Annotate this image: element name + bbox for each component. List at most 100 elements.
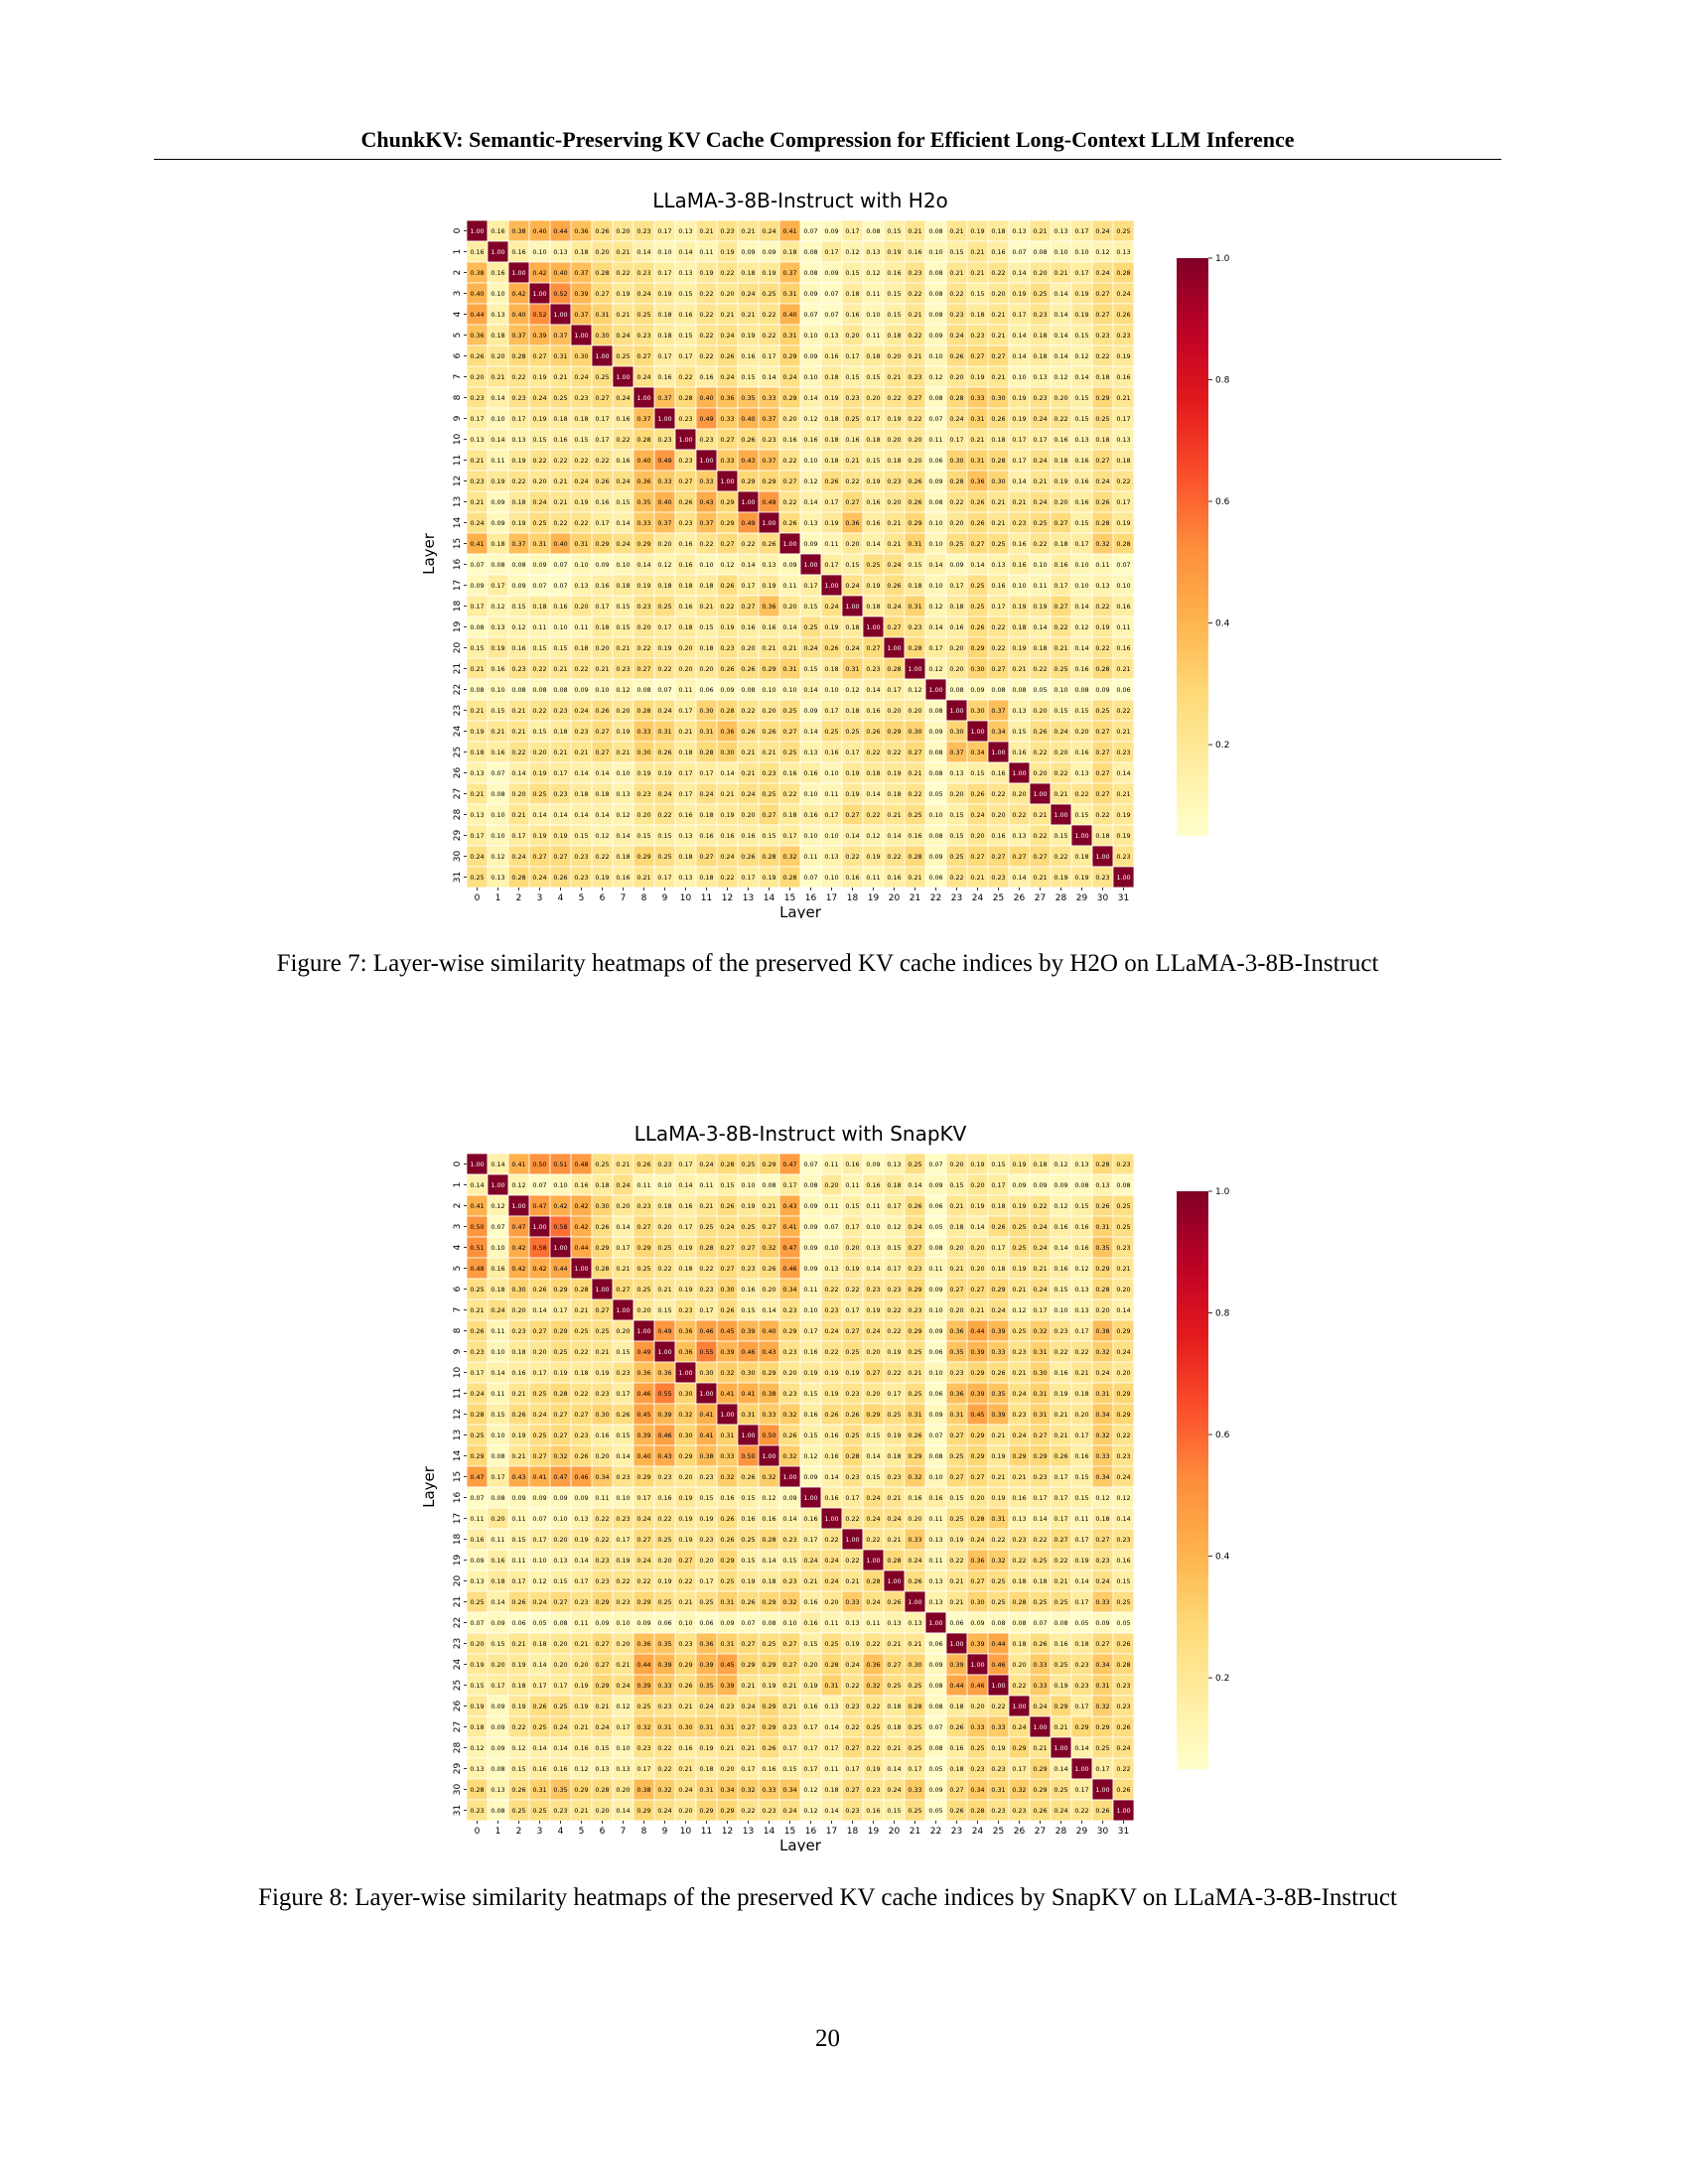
cell-value-label: 0.26 bbox=[762, 728, 775, 736]
cell-value-label: 0.33 bbox=[636, 728, 650, 736]
cell-value-label: 0.19 bbox=[866, 582, 880, 590]
cell-value-label: 0.29 bbox=[762, 1703, 775, 1710]
cell-value-label: 0.08 bbox=[928, 749, 942, 756]
cell-value-label: 0.24 bbox=[1033, 1244, 1047, 1252]
cell-value-label: 0.23 bbox=[511, 394, 525, 402]
cell-value-label: 0.20 bbox=[532, 749, 546, 756]
cell-value-label: 0.25 bbox=[949, 1515, 963, 1523]
cell-value-label: 0.22 bbox=[511, 1723, 525, 1731]
cell-value-label: 0.23 bbox=[616, 665, 630, 673]
cell-value-label: 0.23 bbox=[1054, 1327, 1067, 1335]
cell-value-label: 0.25 bbox=[741, 1536, 755, 1544]
cell-value-label: 0.17 bbox=[470, 1369, 484, 1377]
cell-value-label: 0.10 bbox=[928, 582, 942, 590]
cell-value-label: 0.27 bbox=[720, 436, 734, 444]
cell-value-label: 0.23 bbox=[699, 1473, 713, 1481]
cell-value-label: 0.21 bbox=[720, 1744, 734, 1752]
cell-value-label: 0.16 bbox=[678, 1744, 692, 1752]
y-tick-label: 20 bbox=[453, 1575, 463, 1587]
cell-value-label: 0.21 bbox=[1054, 1577, 1067, 1585]
cell-value-label: 0.45 bbox=[970, 1411, 984, 1419]
cell-value-label: 0.24 bbox=[866, 1515, 880, 1523]
cell-value-label: 1.00 bbox=[1074, 832, 1088, 840]
cell-value-label: 0.18 bbox=[845, 290, 859, 298]
cell-value-label: 0.44 bbox=[470, 311, 484, 319]
cell-value-label: 0.36 bbox=[636, 1369, 650, 1377]
cell-value-label: 0.24 bbox=[908, 1557, 921, 1565]
cell-value-label: 0.10 bbox=[762, 686, 775, 694]
cell-value-label: 0.23 bbox=[699, 436, 713, 444]
cell-value-label: 0.13 bbox=[928, 1598, 942, 1606]
cell-value-label: 0.07 bbox=[741, 1619, 755, 1627]
cell-value-label: 0.27 bbox=[949, 1786, 963, 1794]
cell-value-label: 0.27 bbox=[845, 1327, 859, 1335]
cell-value-label: 0.09 bbox=[1012, 1181, 1026, 1189]
cell-value-label: 0.37 bbox=[991, 707, 1005, 715]
cell-value-label: 0.09 bbox=[491, 498, 504, 506]
cell-value-label: 0.16 bbox=[657, 1494, 671, 1502]
cell-value-label: 0.24 bbox=[720, 332, 734, 340]
cell-value-label: 0.23 bbox=[887, 1473, 901, 1481]
cell-value-label: 0.16 bbox=[803, 1619, 817, 1627]
cell-value-label: 0.08 bbox=[491, 1765, 504, 1773]
cell-value-label: 0.10 bbox=[595, 686, 609, 694]
cell-value-label: 0.25 bbox=[1116, 1598, 1130, 1606]
cell-value-label: 0.17 bbox=[657, 269, 671, 277]
cell-value-label: 0.31 bbox=[991, 1786, 1005, 1794]
cell-value-label: 0.15 bbox=[741, 1494, 755, 1502]
cell-value-label: 0.28 bbox=[845, 1452, 859, 1460]
cell-value-label: 0.27 bbox=[595, 1661, 609, 1669]
cell-value-label: 0.22 bbox=[574, 457, 588, 465]
cell-value-label: 0.25 bbox=[532, 1723, 546, 1731]
cell-value-label: 0.28 bbox=[636, 436, 650, 444]
cell-value-label: 0.49 bbox=[699, 415, 713, 423]
cell-value-label: 0.23 bbox=[657, 436, 671, 444]
cell-value-label: 0.29 bbox=[678, 1661, 692, 1669]
cell-value-label: 0.20 bbox=[1074, 728, 1088, 736]
cell-value-label: 0.29 bbox=[1012, 1744, 1026, 1752]
cell-value-label: 0.34 bbox=[1095, 1661, 1109, 1669]
cell-value-label: 0.06 bbox=[1116, 686, 1130, 694]
cell-value-label: 0.18 bbox=[991, 1202, 1005, 1210]
cell-value-label: 0.22 bbox=[1095, 603, 1109, 611]
cell-value-label: 0.19 bbox=[678, 1536, 692, 1544]
cell-value-label: 0.32 bbox=[720, 1473, 734, 1481]
cell-value-label: 0.20 bbox=[1012, 790, 1026, 798]
cell-value-label: 0.10 bbox=[491, 1244, 504, 1252]
x-tick-label: 17 bbox=[826, 893, 837, 903]
cell-value-label: 0.21 bbox=[470, 1306, 484, 1314]
cell-value-label: 0.20 bbox=[782, 603, 796, 611]
cell-value-label: 0.33 bbox=[970, 1723, 984, 1731]
cell-value-label: 0.09 bbox=[928, 1411, 942, 1419]
cell-value-label: 0.25 bbox=[866, 561, 880, 569]
cell-value-label: 0.09 bbox=[491, 1703, 504, 1710]
cell-value-label: 0.24 bbox=[657, 790, 671, 798]
cell-value-label: 0.20 bbox=[803, 1661, 817, 1669]
cell-value-label: 0.14 bbox=[1074, 603, 1088, 611]
cell-value-label: 0.43 bbox=[699, 498, 713, 506]
cell-value-label: 0.39 bbox=[657, 1661, 671, 1669]
cell-value-label: 0.20 bbox=[991, 290, 1005, 298]
cell-value-label: 0.28 bbox=[1116, 540, 1130, 548]
cell-value-label: 0.26 bbox=[595, 1223, 609, 1231]
cell-value-label: 0.19 bbox=[491, 644, 504, 652]
cell-value-label: 0.21 bbox=[616, 1661, 630, 1669]
cell-value-label: 0.23 bbox=[470, 478, 484, 485]
cell-value-label: 0.26 bbox=[1116, 311, 1130, 319]
cell-value-label: 0.17 bbox=[470, 603, 484, 611]
cell-value-label: 0.21 bbox=[845, 1577, 859, 1585]
cell-value-label: 0.39 bbox=[574, 290, 588, 298]
cell-value-label: 0.16 bbox=[553, 1765, 567, 1773]
cell-value-label: 0.18 bbox=[782, 248, 796, 256]
cell-value-label: 0.12 bbox=[1074, 1265, 1088, 1273]
cell-value-label: 0.23 bbox=[949, 1369, 963, 1377]
cell-value-label: 0.12 bbox=[491, 853, 504, 861]
cell-value-label: 0.25 bbox=[720, 1577, 734, 1585]
cell-value-label: 0.24 bbox=[1095, 1577, 1109, 1585]
cell-value-label: 0.24 bbox=[1012, 1390, 1026, 1398]
cell-value-label: 0.50 bbox=[741, 1452, 755, 1460]
cell-value-label: 0.15 bbox=[553, 644, 567, 652]
cell-value-label: 0.21 bbox=[470, 457, 484, 465]
cell-value-label: 0.22 bbox=[1033, 832, 1047, 840]
